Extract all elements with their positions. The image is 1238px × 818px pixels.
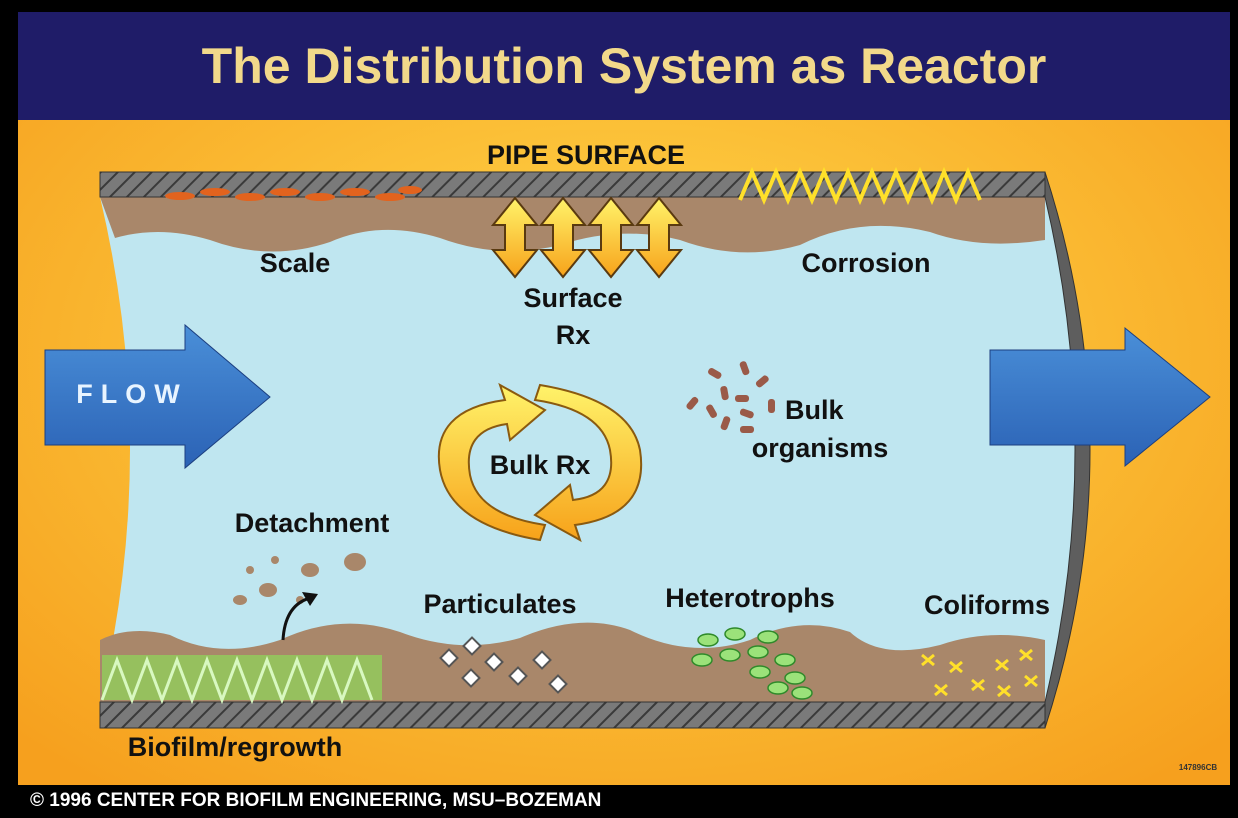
title-bar [18, 12, 1230, 120]
footer: © 1996 CENTER FOR BIOFILM ENGINEERING, M… [30, 790, 601, 811]
biofilm-zigzag [100, 655, 374, 705]
corrosion-zigzag [738, 166, 982, 206]
biofilm-label: Biofilm/regrowth [128, 732, 343, 762]
particulates [439, 636, 568, 694]
heterotrophs-label: Heterotrophs [665, 583, 835, 613]
bulk-rx-arrow [533, 383, 643, 543]
pipe-wall-bottom [99, 701, 1046, 729]
particulates-label: Particulates [423, 589, 576, 619]
water [100, 197, 1075, 702]
surface-rx-arrows [490, 196, 684, 279]
code-label: 147896CB [1179, 763, 1217, 772]
heterotrophs [691, 627, 813, 700]
detachment-label: Detachment [235, 508, 390, 538]
bulk-rx-label: Bulk Rx [490, 450, 591, 480]
detachment-particles [233, 553, 366, 605]
bulk-organisms [686, 361, 775, 433]
coliforms [921, 648, 1038, 698]
flow-label: FLOW [76, 379, 187, 409]
scale-label: Scale [260, 248, 331, 278]
surface-rx-label: Rx [556, 320, 591, 350]
surface-rx-label: Surface [523, 283, 622, 313]
bulk-organisms-label: organisms [752, 433, 889, 463]
bulk-rx-arrow [437, 382, 547, 542]
flow-arrow-out [989, 326, 1211, 468]
scale-deposits [165, 186, 422, 201]
bulk-organisms-label: Bulk [785, 395, 844, 425]
pipe-surface-label: PIPE SURFACE [487, 140, 685, 170]
coliforms-label: Coliforms [924, 590, 1050, 620]
title: The Distribution System as Reactor [202, 38, 1047, 94]
corrosion-label: Corrosion [801, 248, 930, 278]
detachment-arrow [281, 596, 311, 641]
flow-arrow-in [44, 323, 271, 470]
detachment-arrow-head [302, 592, 318, 606]
